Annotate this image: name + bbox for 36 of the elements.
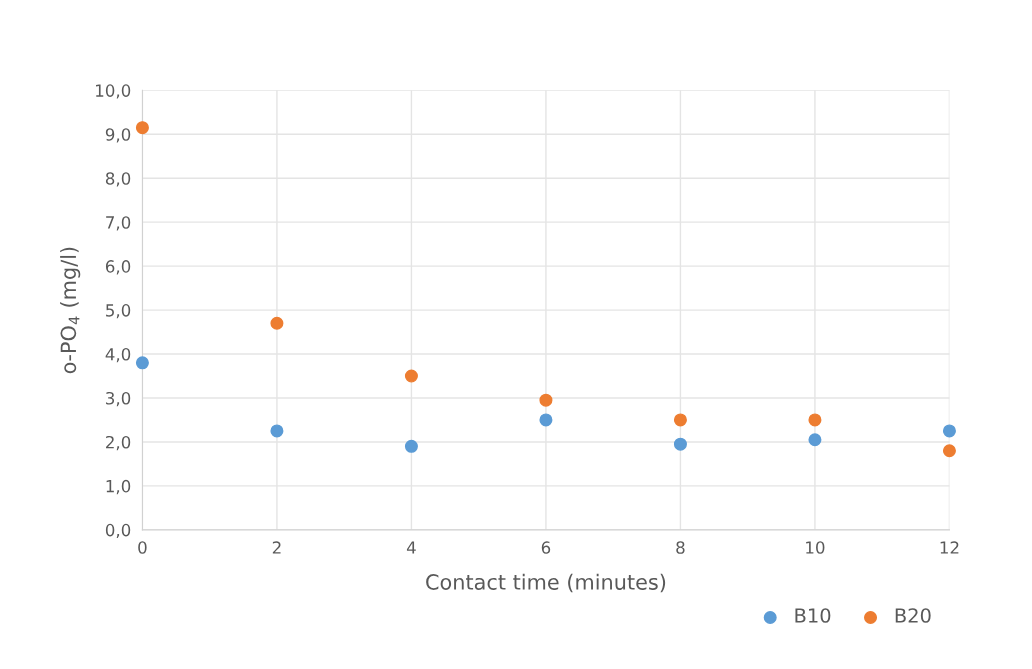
y-tick-label: 6,0 bbox=[105, 260, 131, 275]
y-tick-label: 10,0 bbox=[96, 84, 131, 99]
y-tick-label: 4,0 bbox=[105, 348, 131, 363]
point bbox=[404, 369, 418, 383]
point bbox=[270, 316, 284, 330]
point bbox=[539, 413, 553, 427]
point bbox=[942, 424, 956, 438]
x-tick-label: 4 bbox=[406, 541, 416, 554]
x-tick-label: 0 bbox=[138, 541, 147, 554]
x-tick-label: 2 bbox=[272, 541, 281, 554]
point bbox=[673, 437, 687, 451]
point bbox=[135, 356, 149, 370]
point bbox=[808, 413, 822, 427]
y-axis-title: o-PO$_{4}$ (mg/l) bbox=[60, 247, 81, 374]
point bbox=[404, 439, 418, 453]
x-tick-label: 6 bbox=[541, 541, 551, 554]
point bbox=[673, 413, 687, 427]
legend-label: B10 bbox=[795, 608, 831, 623]
point bbox=[270, 424, 284, 438]
y-tick-label: 7,0 bbox=[106, 216, 131, 231]
point bbox=[808, 433, 822, 447]
y-tick-label: 1,0 bbox=[106, 479, 131, 495]
x-tick-label: 10 bbox=[806, 541, 825, 554]
legend-label: B20 bbox=[895, 608, 931, 623]
x-tick-label: 12 bbox=[940, 541, 959, 554]
y-tick-label: 3,0 bbox=[106, 391, 131, 407]
y-tick-label: 0,0 bbox=[105, 523, 131, 539]
point bbox=[539, 393, 553, 407]
x-tick-label: 8 bbox=[676, 541, 685, 554]
point bbox=[942, 444, 956, 458]
y-tick-label: 8,0 bbox=[105, 172, 131, 187]
x-axis-title: Contact time (minutes) bbox=[426, 573, 666, 593]
point bbox=[135, 121, 149, 135]
y-tick-label: 9,0 bbox=[105, 128, 131, 143]
y-tick-label: 2,0 bbox=[106, 435, 131, 451]
y-tick-label: 5,0 bbox=[106, 304, 131, 319]
